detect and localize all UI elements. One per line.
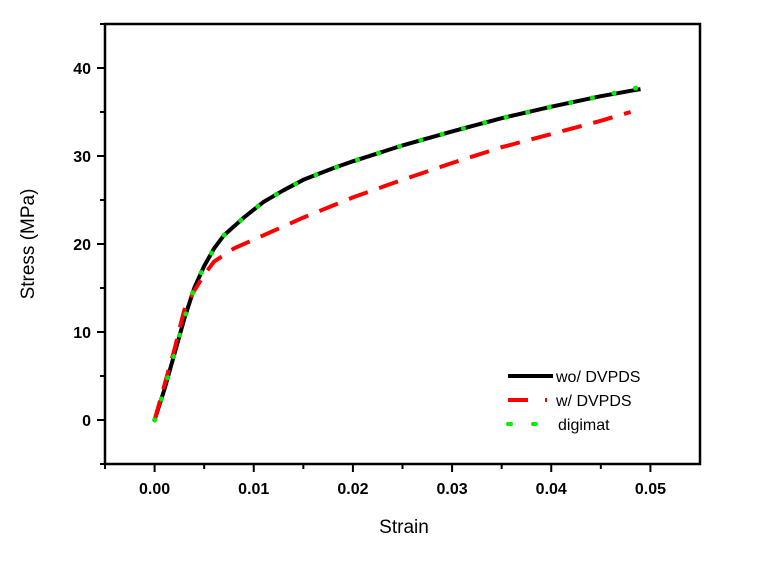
y-tick-label: 20 (73, 237, 91, 254)
x-tick-label: 0.01 (238, 481, 269, 498)
x-tick-label: 0.05 (635, 481, 666, 498)
legend: wo/ DVPDS w/ DVPDS digimat (506, 369, 640, 434)
y-tick-label: 40 (73, 61, 91, 78)
y-tick-label: 30 (73, 149, 91, 166)
legend-label-w-dvpds: w/ DVPDS (555, 393, 632, 410)
x-axis-title: Strain (379, 517, 429, 538)
series-line-digimat (152, 82, 653, 423)
y-tick-label: 10 (73, 325, 91, 342)
x-tick-label: 0.04 (536, 481, 567, 498)
legend-label-wo-dvpds: wo/ DVPDS (555, 369, 640, 386)
x-tick-label: 0.00 (139, 481, 170, 498)
series-layer (152, 82, 653, 423)
legend-label-digimat: digimat (558, 417, 610, 434)
y-axis-title: Stress (MPa) (18, 189, 39, 300)
y-tick-label: 0 (82, 413, 91, 430)
axis-ticks: 0.00 0.01 0.02 0.03 0.04 0.05 0 10 20 30 40 (73, 23, 666, 498)
series-line-w--dvpds (152, 110, 632, 421)
x-tick-label: 0.02 (337, 481, 368, 498)
x-tick-label: 0.03 (437, 481, 468, 498)
